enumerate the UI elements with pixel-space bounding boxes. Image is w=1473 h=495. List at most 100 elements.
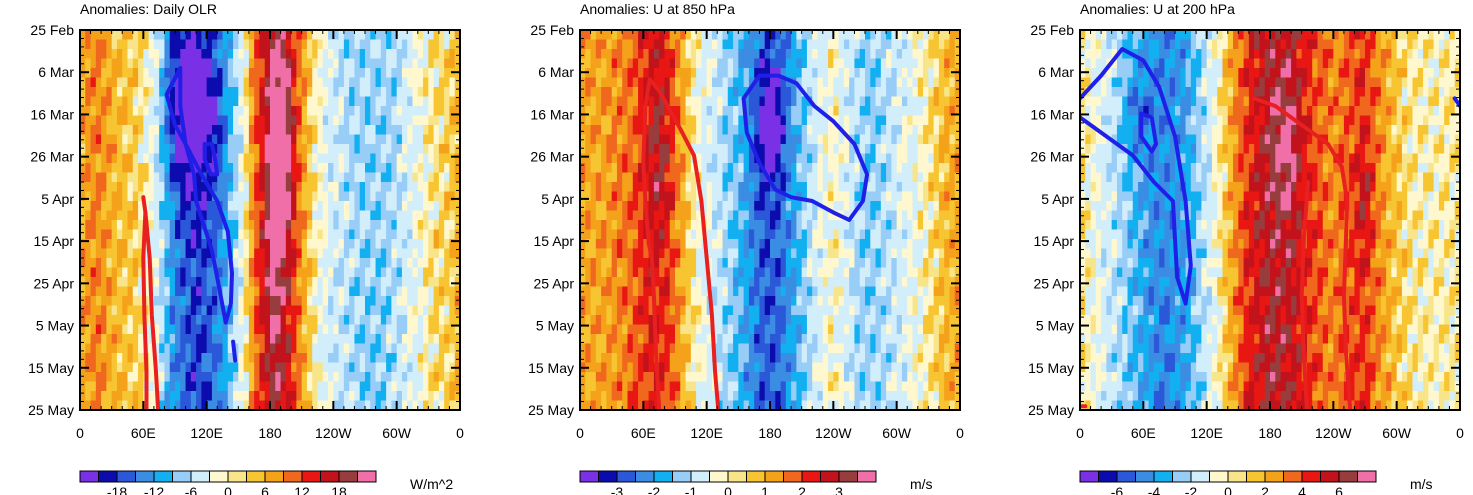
heatmap-cell xyxy=(296,220,303,231)
heatmap-cell xyxy=(606,210,613,221)
heatmap-cell xyxy=(680,201,687,212)
heatmap-cell xyxy=(870,115,877,126)
heatmap-cell xyxy=(365,286,371,297)
heatmap-cell xyxy=(322,248,329,259)
heatmap-cell xyxy=(401,96,408,107)
heatmap-cell xyxy=(280,172,287,183)
heatmap-cell xyxy=(785,248,792,259)
heatmap-cell xyxy=(648,58,655,69)
heatmap-cell xyxy=(806,106,813,117)
heatmap-cell xyxy=(233,30,239,41)
heatmap-cell xyxy=(95,277,102,288)
heatmap-cell xyxy=(138,267,144,278)
y-tick-label: 6 Mar xyxy=(38,64,74,80)
heatmap-cell xyxy=(449,58,456,69)
heatmap-cell xyxy=(375,77,382,88)
heatmap-cell xyxy=(412,315,419,326)
heatmap-cell xyxy=(433,201,440,212)
heatmap-cell xyxy=(454,163,460,174)
heatmap-cell xyxy=(912,239,919,250)
heatmap-cell xyxy=(375,362,382,373)
heatmap-cell xyxy=(95,296,102,307)
heatmap-cell xyxy=(938,210,945,221)
heatmap-cell xyxy=(417,163,424,174)
heatmap-cell xyxy=(764,106,771,117)
heatmap-cell xyxy=(743,134,750,145)
heatmap-cell xyxy=(595,115,602,126)
heatmap-cell xyxy=(175,163,181,174)
heatmap-cell xyxy=(95,144,102,155)
heatmap-cell xyxy=(217,315,224,326)
heatmap-cell xyxy=(80,315,86,326)
heatmap-cell xyxy=(401,49,408,60)
heatmap-cell xyxy=(359,343,366,354)
heatmap-cell xyxy=(391,277,398,288)
heatmap-cell xyxy=(153,248,160,259)
heatmap-cell xyxy=(417,372,424,383)
heatmap-cell xyxy=(891,163,898,174)
heatmap-cell xyxy=(917,172,924,183)
heatmap-cell xyxy=(396,324,403,335)
heatmap-cell xyxy=(354,30,361,41)
heatmap-cell xyxy=(206,39,213,50)
heatmap-cell xyxy=(359,96,366,107)
heatmap-cell xyxy=(238,163,245,174)
heatmap-cell xyxy=(95,125,102,136)
heatmap-cell xyxy=(880,106,887,117)
heatmap-cell xyxy=(717,30,724,41)
heatmap-cell xyxy=(616,87,623,98)
heatmap-cell xyxy=(444,239,451,250)
heatmap-cell xyxy=(285,324,292,335)
heatmap-cell xyxy=(322,201,329,212)
heatmap-cell xyxy=(370,163,377,174)
heatmap-cell xyxy=(116,58,123,69)
heatmap-cell xyxy=(106,324,113,335)
heatmap-cell xyxy=(259,267,266,278)
heatmap-cell xyxy=(116,106,123,117)
heatmap-cell xyxy=(901,106,908,117)
colorbar-swatch xyxy=(79,470,99,483)
heatmap-cell xyxy=(796,87,803,98)
heatmap-cell xyxy=(923,191,929,202)
heatmap-cell xyxy=(669,49,676,60)
heatmap-cell xyxy=(127,77,134,88)
heatmap-cell xyxy=(196,87,202,98)
heatmap-cell xyxy=(796,153,803,164)
heatmap-cell xyxy=(669,125,676,136)
heatmap-cell xyxy=(127,201,134,212)
heatmap-cell xyxy=(322,381,329,392)
heatmap-cell xyxy=(306,305,313,316)
heatmap-cell xyxy=(164,58,171,69)
heatmap-cell xyxy=(222,248,229,259)
heatmap-cell xyxy=(891,191,898,202)
heatmap-cell xyxy=(248,115,255,126)
heatmap-cell xyxy=(632,96,639,107)
heatmap-cell xyxy=(328,210,334,221)
heatmap-cell xyxy=(775,30,782,41)
heatmap-cell xyxy=(648,163,655,174)
heatmap-cell xyxy=(217,106,224,117)
heatmap-cell xyxy=(627,163,634,174)
heatmap-cell xyxy=(743,220,750,231)
heatmap-cell xyxy=(148,163,155,174)
heatmap-cell xyxy=(217,248,224,259)
heatmap-cell xyxy=(312,343,319,354)
heatmap-cell xyxy=(217,153,224,164)
heatmap-cell xyxy=(270,201,276,212)
heatmap-cell xyxy=(338,353,345,364)
heatmap-cell xyxy=(122,277,129,288)
heatmap-cell xyxy=(270,87,276,98)
heatmap-cell xyxy=(711,258,718,269)
heatmap-cell xyxy=(595,191,602,202)
heatmap-cell xyxy=(865,39,871,50)
heatmap-cell xyxy=(306,381,313,392)
heatmap-cell xyxy=(248,58,255,69)
heatmap-cell xyxy=(854,77,861,88)
heatmap-cell xyxy=(590,182,597,193)
heatmap-cell xyxy=(701,87,708,98)
heatmap-cell xyxy=(627,96,634,107)
heatmap-cell xyxy=(80,258,86,269)
heatmap-cell xyxy=(185,39,192,50)
heatmap-cell xyxy=(138,324,144,335)
heatmap-cell xyxy=(291,296,297,307)
